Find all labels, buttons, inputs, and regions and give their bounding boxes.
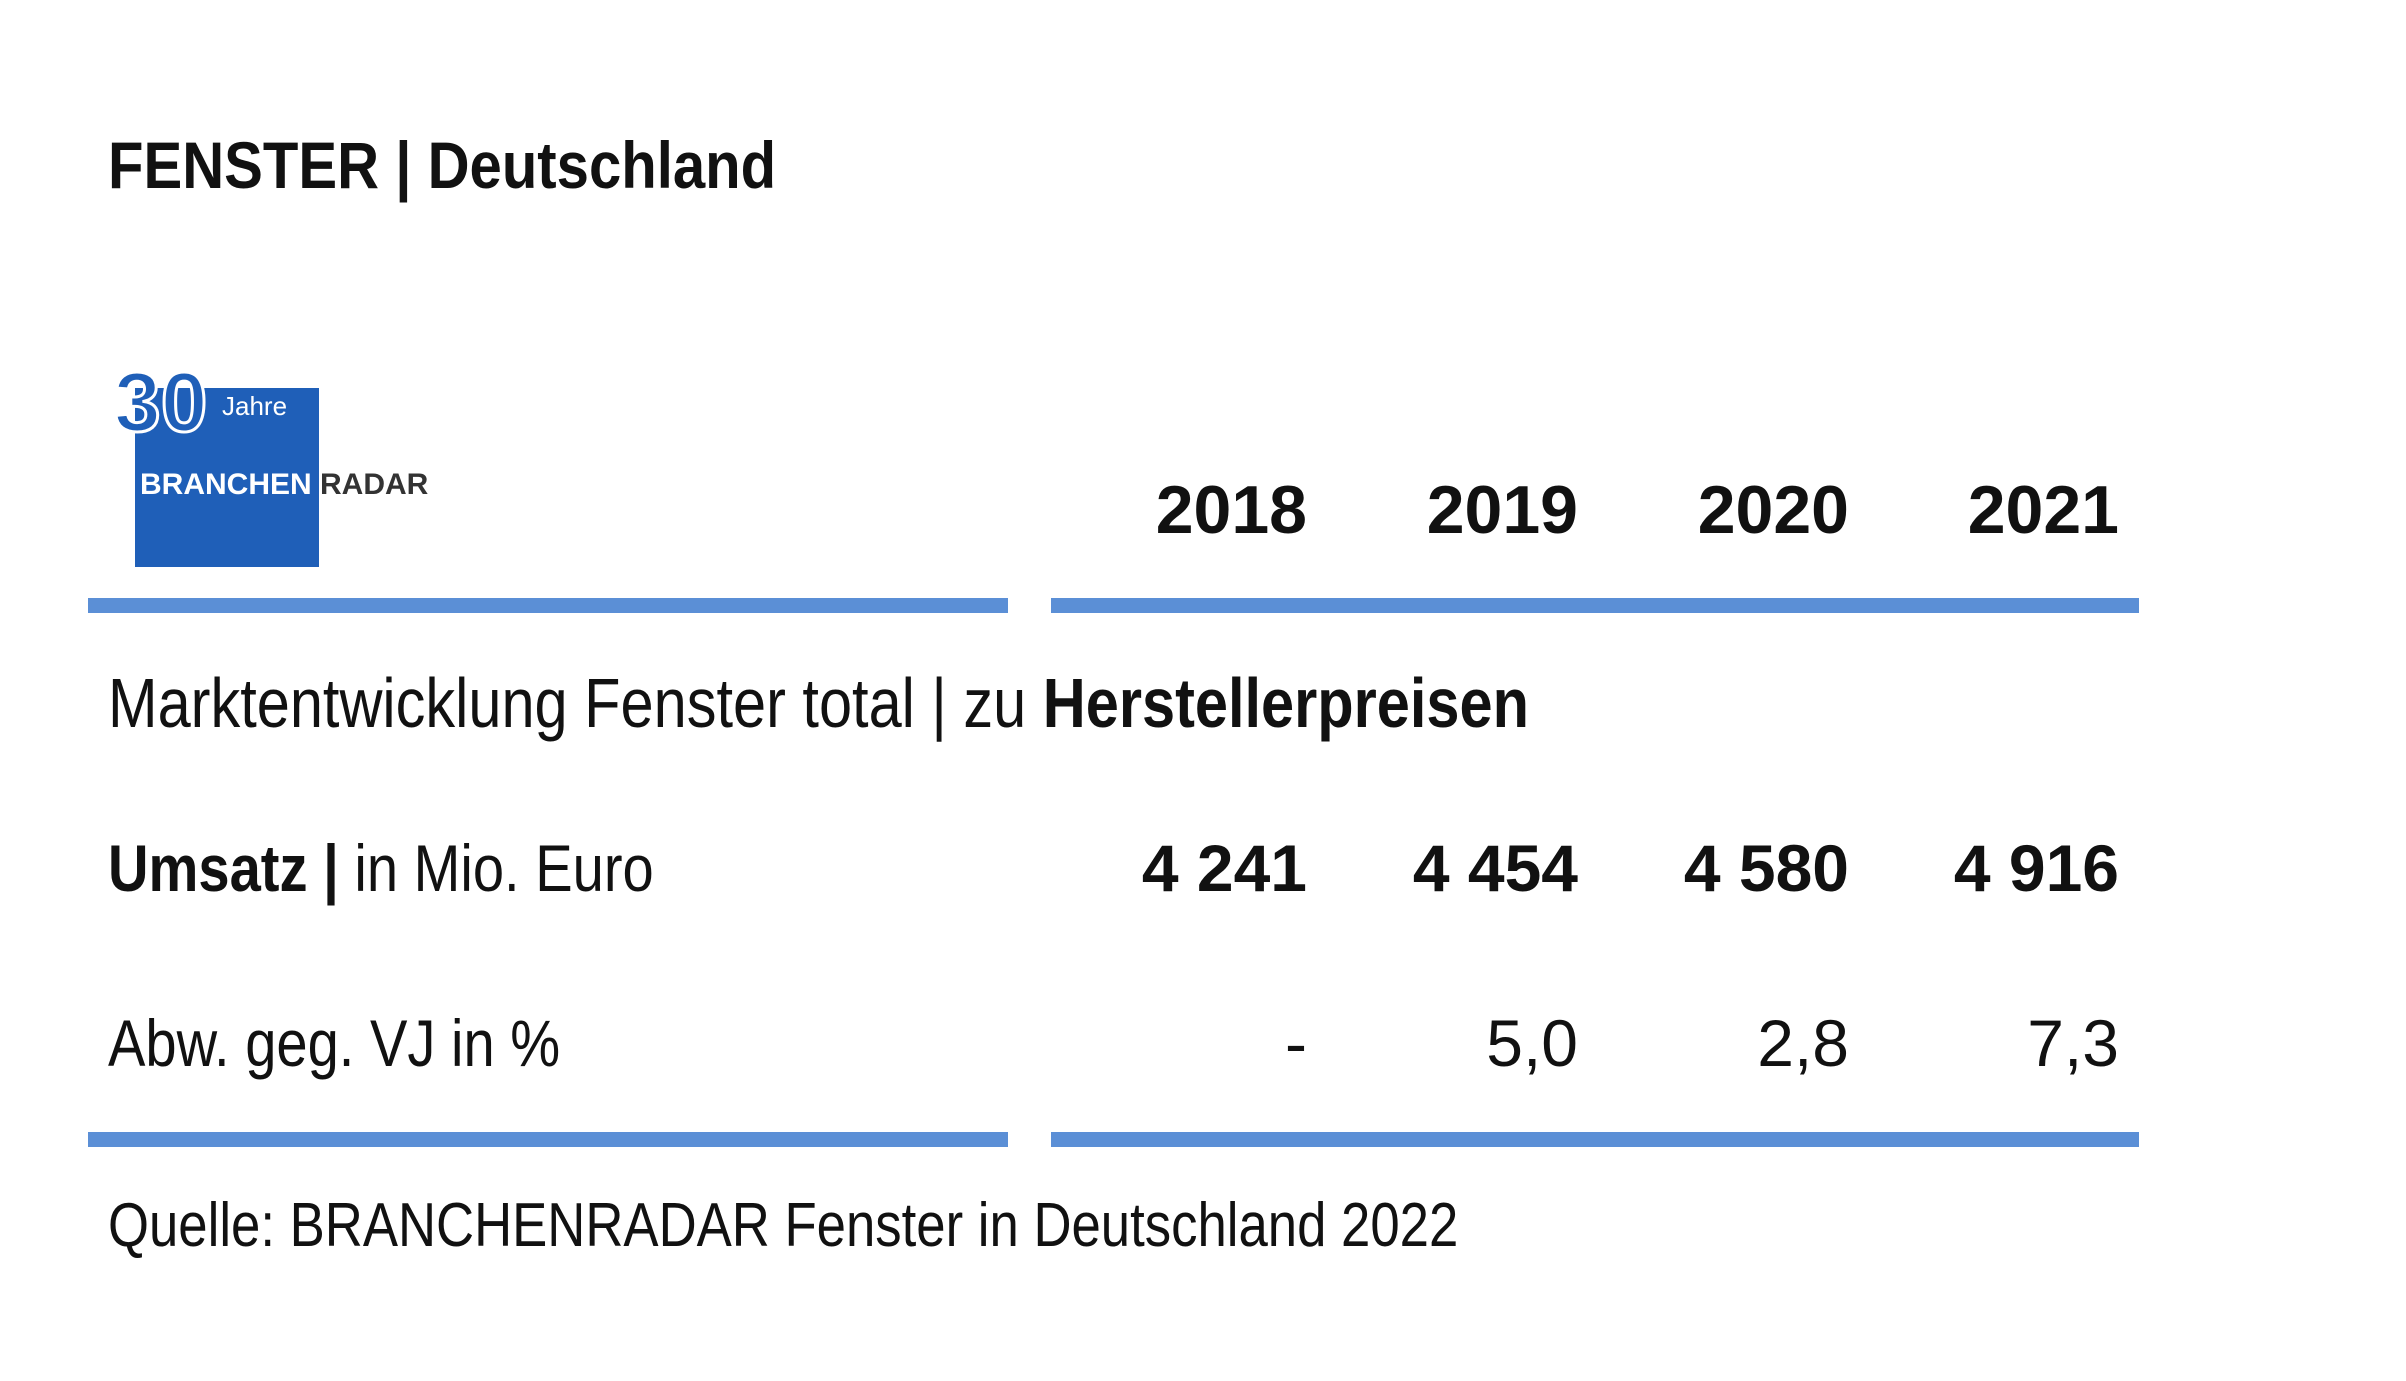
divider [88, 1132, 1008, 1147]
title: FENSTER | Deutschland [108, 128, 777, 202]
divider [1051, 1132, 2139, 1147]
column-header: 2020 [1697, 472, 1849, 548]
logo-brand: BRANCHEN [140, 468, 312, 501]
source: Quelle: BRANCHENRADAR Fenster in Deutsch… [108, 1191, 1459, 1260]
subtitle: Marktentwicklung Fenster total | zu Hers… [108, 668, 1529, 738]
row-label-text: in Mio. Euro [354, 831, 654, 905]
row-label: Umsatz | in Mio. Euro [108, 835, 654, 901]
cell-value: 4 580 [1683, 831, 1849, 905]
subtitle-text: Marktentwicklung Fenster total | zu [108, 664, 1027, 742]
cell-value: 4 916 [1953, 831, 2119, 905]
column-header: 2018 [1155, 472, 1307, 548]
logo-jahre: Jahre [222, 391, 288, 421]
divider [88, 598, 1008, 613]
subtitle-bold: Herstellerpreisen [1042, 664, 1529, 742]
cell-value: 5,0 [1486, 1006, 1578, 1080]
logo [135, 388, 319, 567]
cell-value: 4 454 [1412, 831, 1578, 905]
cell-value: 2,8 [1757, 1006, 1849, 1080]
row-label-bold: Umsatz | [108, 831, 339, 905]
divider [1051, 598, 2139, 613]
row-label: Abw. geg. VJ in % [108, 1006, 561, 1080]
cell-value: 4 241 [1141, 831, 1307, 905]
column-header: 2021 [1967, 472, 2119, 548]
cell-value: 7,3 [2027, 1006, 2119, 1080]
logo-number: 30 [112, 355, 208, 449]
logo-brand: RADAR [320, 468, 429, 501]
column-header: 2019 [1426, 472, 1578, 548]
cell-value: - [1285, 1006, 1307, 1080]
